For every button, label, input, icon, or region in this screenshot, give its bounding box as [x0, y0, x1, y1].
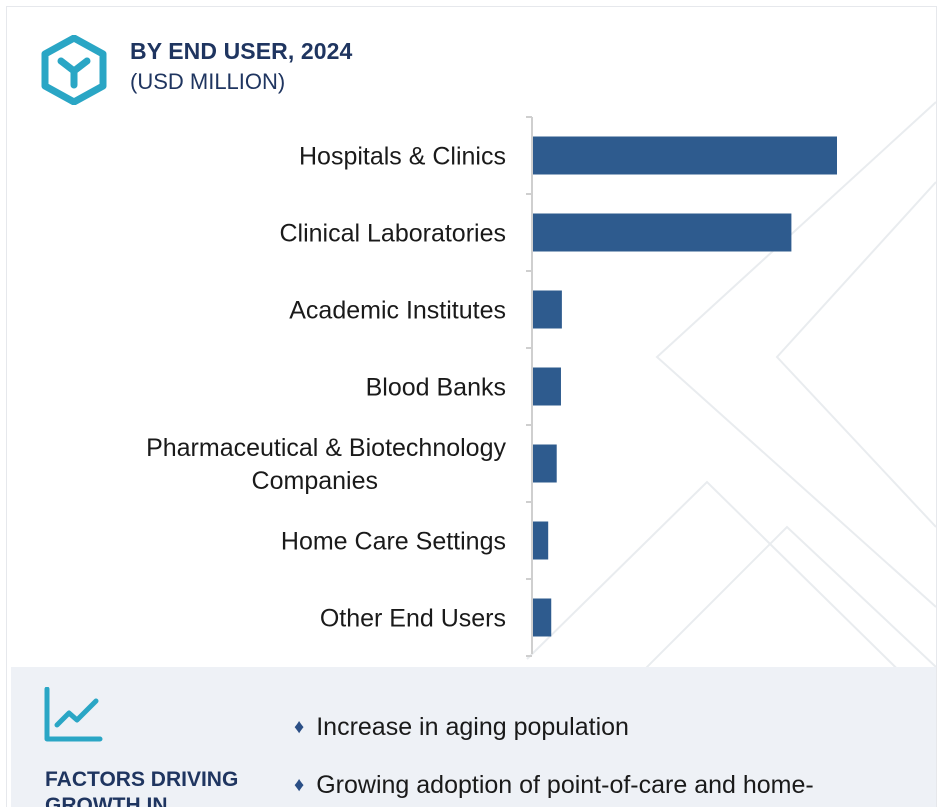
bar: [533, 598, 552, 637]
chart-title: BY END USER, 2024: [130, 38, 353, 64]
bar: [533, 521, 549, 560]
category-label: Other End Users: [320, 605, 506, 633]
diamond-bullet-icon: ♦: [294, 774, 305, 796]
diamond-bullet-icon: ♦: [294, 716, 305, 738]
chart-subtitle: (USD MILLION): [130, 69, 286, 94]
bar: [533, 444, 557, 483]
bar: [533, 367, 561, 406]
category-label: Blood Banks: [366, 374, 506, 402]
category-label: Home Care Settings: [281, 528, 506, 556]
chart-card: BY END USER, 2024 (USD MILLION) Hospital…: [6, 6, 937, 807]
background-watermark: [526, 101, 936, 708]
factor-bullet: ♦ Growing adoption of point-of-care and h…: [294, 771, 814, 800]
factors-panel: FACTORS DRIVING GROWTH IN ♦ Increase in a…: [11, 667, 936, 807]
factors-title: FACTORS DRIVING GROWTH IN: [45, 768, 239, 807]
category-label: Academic Institutes: [289, 297, 506, 325]
bar: [533, 290, 562, 329]
cube-y-icon: [41, 35, 107, 105]
category-label: Companies: [252, 467, 378, 495]
factor-text: Increase in aging population: [316, 713, 629, 741]
factor-bullet: ♦ Increase in aging population: [294, 713, 629, 742]
category-label: Hospitals & Clinics: [299, 143, 506, 171]
factor-text: Growing adoption of point-of-care and ho…: [316, 771, 814, 799]
line-chart-icon: [44, 687, 103, 742]
category-label: Clinical Laboratories: [279, 220, 506, 248]
bar: [533, 136, 837, 175]
category-label: Pharmaceutical & Biotechnology: [146, 434, 506, 462]
bar-chart: Hospitals & Clinics Clinical Laboratories…: [146, 116, 837, 657]
bar: [533, 213, 792, 252]
